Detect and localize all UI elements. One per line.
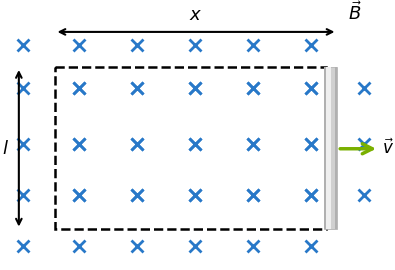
Text: $\vec{B}$: $\vec{B}$ (348, 2, 362, 25)
Text: $l$: $l$ (2, 140, 9, 158)
Bar (55, 67, 326, 230)
Bar (324, 67, 326, 230)
Text: $x$: $x$ (189, 6, 203, 25)
Bar (324, 67, 337, 230)
Bar (327, 67, 331, 230)
Bar (335, 67, 337, 230)
Text: $\vec{v}$: $\vec{v}$ (382, 139, 394, 158)
